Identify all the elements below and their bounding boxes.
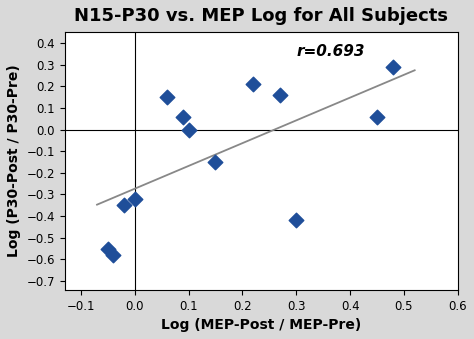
Point [109,253,117,258]
Point [163,94,171,100]
Point [120,203,128,208]
Point [104,246,111,251]
Point [131,196,138,201]
Text: r=0.693: r=0.693 [296,44,365,59]
Y-axis label: Log (P30-Post / P30-Pre): Log (P30-Post / P30-Pre) [7,64,21,257]
Point [179,114,187,119]
X-axis label: Log (MEP-Post / MEP-Pre): Log (MEP-Post / MEP-Pre) [161,318,361,332]
Point [212,159,219,165]
Point [389,64,397,69]
Point [249,81,257,87]
Title: N15-P30 vs. MEP Log for All Subjects: N15-P30 vs. MEP Log for All Subjects [74,7,448,25]
Point [373,114,381,119]
Point [292,218,300,223]
Point [276,92,284,98]
Point [185,127,192,132]
